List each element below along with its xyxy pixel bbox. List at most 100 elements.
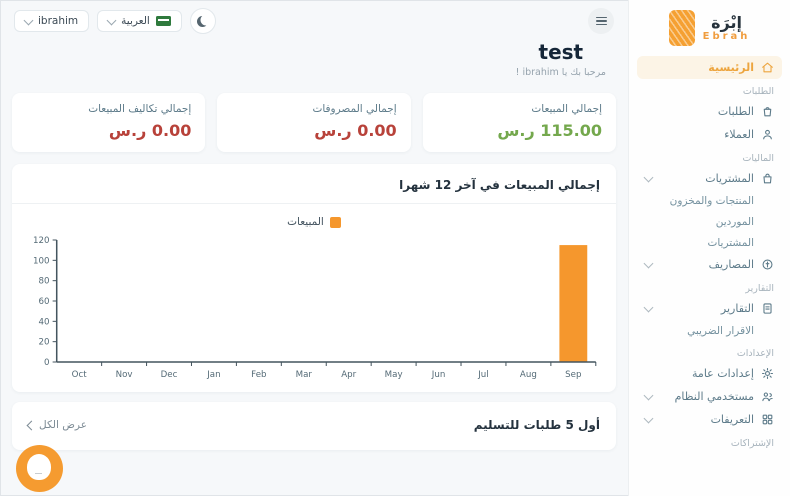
- dark-mode-toggle[interactable]: [189, 8, 216, 34]
- svg-text:60: 60: [39, 297, 50, 307]
- svg-text:0: 0: [44, 358, 50, 368]
- svg-text:Nov: Nov: [116, 370, 133, 380]
- nav-section-header: الإشتراكات: [730, 438, 774, 449]
- stat-label: إجمالي المصروفات: [312, 103, 397, 115]
- expenses-icon: [761, 258, 774, 271]
- main-content: العربية ibrahim test مرحبا بك يا ibrahim…: [12, 0, 616, 492]
- purchases-icon: [761, 172, 774, 185]
- legend-marker-icon: [329, 216, 341, 228]
- greeting-text: مرحبا بك يا ibrahim !: [515, 67, 606, 78]
- stat-value: 115.00 ر.س: [497, 121, 602, 140]
- sidebar-subitem[interactable]: المشتريات: [707, 236, 754, 249]
- svg-text:Jan: Jan: [206, 370, 220, 380]
- topbar-controls: العربية ibrahim: [14, 8, 216, 34]
- language-label: العربية: [121, 15, 150, 27]
- sidebar-item-label: المصاريف: [708, 258, 754, 271]
- customers-icon: [761, 128, 774, 141]
- sidebar-item[interactable]: الطلبات: [637, 100, 782, 123]
- logo-arabic-name: إبْرَة: [711, 12, 742, 32]
- sidebar-subitem[interactable]: الموردين: [715, 215, 754, 228]
- svg-text:Apr: Apr: [341, 370, 356, 380]
- chart-legend[interactable]: المبيعات: [12, 204, 616, 230]
- saudi-flag-icon: [155, 16, 171, 26]
- sidebar-subitem[interactable]: الاقرار الضريبي: [687, 324, 754, 337]
- page-title: test: [538, 40, 584, 64]
- svg-text:Mar: Mar: [296, 370, 313, 380]
- sidebar-item[interactable]: المشتريات: [637, 167, 782, 190]
- sales-chart-card: إجمالي المبيعات في آخر 12 شهرا المبيعات …: [12, 164, 616, 392]
- stat-card: إجمالي المصروفات 0.00 ر.س: [217, 93, 411, 152]
- system-users-icon: [761, 390, 774, 403]
- sidebar-item-label: الرئيسية: [708, 61, 754, 74]
- sidebar: إبْرَة Ebrah الرئيسية الطلبات الطلبات العمل…: [628, 0, 790, 496]
- sidebar-item[interactable]: العملاء: [637, 123, 782, 146]
- chevron-down-icon: [23, 15, 34, 25]
- chart-card-header: إجمالي المبيعات في آخر 12 شهرا: [12, 164, 616, 204]
- orders-icon: [761, 105, 774, 118]
- svg-text:May: May: [385, 370, 403, 380]
- stats-row: إجمالي المبيعات 115.00 ر.س إجمالي المصروفا…: [12, 93, 616, 152]
- nav-section-header: الماليات: [742, 153, 774, 164]
- topbar: العربية ibrahim: [12, 0, 616, 38]
- sidebar-nav: الرئيسية الطلبات الطلبات العملاء الماليات الم…: [629, 54, 790, 496]
- view-all-label: عرض الكل: [39, 419, 87, 431]
- stat-value: 0.00 ر.س: [108, 121, 192, 140]
- chevron-down-icon: [643, 172, 654, 183]
- user-dropdown[interactable]: ibrahim: [14, 10, 90, 32]
- orders-card: أول 5 طلبات للتسليم عرض الكل: [12, 402, 616, 450]
- chevron-down-icon: [643, 413, 654, 424]
- view-all-link[interactable]: عرض الكل: [26, 419, 87, 431]
- stat-card: إجمالي المبيعات 115.00 ر.س: [422, 93, 616, 152]
- stat-label: إجمالي المبيعات: [531, 103, 602, 115]
- chat-widget-button[interactable]: [16, 445, 63, 492]
- nav-section-header: الطلبات: [742, 86, 774, 97]
- chevron-down-icon: [643, 302, 654, 313]
- reports-icon: [761, 302, 774, 315]
- app-logo[interactable]: إبْرَة Ebrah: [629, 0, 790, 54]
- sidebar-item[interactable]: الرئيسية: [637, 56, 782, 79]
- svg-text:Jul: Jul: [477, 370, 488, 380]
- stat-card: إجمالي تكاليف المبيعات 0.00 ر.س: [12, 93, 206, 152]
- page-head: test مرحبا بك يا ibrahim !: [12, 38, 616, 85]
- sidebar-item[interactable]: إعدادات عامة: [637, 362, 782, 385]
- svg-text:Jun: Jun: [431, 370, 446, 380]
- chevron-left-icon: [26, 420, 37, 430]
- chevron-down-icon: [643, 390, 654, 401]
- sidebar-item[interactable]: مستخدمي النظام: [637, 385, 782, 408]
- sidebar-subitem[interactable]: المنتجات والمخزون: [669, 194, 754, 207]
- stat-value: 0.00 ر.س: [314, 121, 397, 140]
- svg-text:Oct: Oct: [72, 370, 88, 380]
- svg-text:80: 80: [39, 277, 50, 287]
- sidebar-item-label: إعدادات عامة: [692, 367, 754, 380]
- chart-title: إجمالي المبيعات في آخر 12 شهرا: [399, 178, 600, 192]
- home-icon: [761, 61, 774, 74]
- sidebar-item-label: الطلبات: [717, 105, 754, 118]
- logo-english-name: Ebrah: [702, 31, 751, 43]
- sidebar-item-label: التعريفات: [710, 413, 754, 426]
- chevron-down-icon: [106, 15, 117, 25]
- sidebar-item[interactable]: المصاريف: [637, 253, 782, 276]
- svg-text:40: 40: [39, 317, 50, 327]
- stat-label: إجمالي تكاليف المبيعات: [88, 103, 192, 115]
- language-dropdown[interactable]: العربية: [97, 10, 182, 32]
- sidebar-item[interactable]: التعريفات: [637, 408, 782, 431]
- bar-sep[interactable]: [559, 245, 588, 362]
- moon-icon: [197, 16, 208, 27]
- sidebar-item-label: العملاء: [724, 128, 754, 141]
- sidebar-item[interactable]: التقارير: [637, 297, 782, 320]
- settings-icon: [761, 367, 774, 380]
- svg-text:Feb: Feb: [251, 370, 266, 380]
- svg-text:Sep: Sep: [565, 370, 581, 380]
- legend-label: المبيعات: [287, 216, 324, 228]
- svg-text:Dec: Dec: [161, 370, 178, 380]
- nav-section-header: التقارير: [745, 283, 774, 294]
- username-label: ibrahim: [38, 15, 79, 27]
- svg-text:100: 100: [33, 256, 50, 266]
- svg-text:Aug: Aug: [520, 370, 537, 380]
- svg-text:120: 120: [33, 236, 50, 246]
- sidebar-item-label: التقارير: [720, 302, 754, 315]
- sidebar-item-label: مستخدمي النظام: [674, 390, 754, 403]
- svg-text:20: 20: [39, 338, 50, 348]
- hamburger-menu-icon[interactable]: [588, 8, 614, 34]
